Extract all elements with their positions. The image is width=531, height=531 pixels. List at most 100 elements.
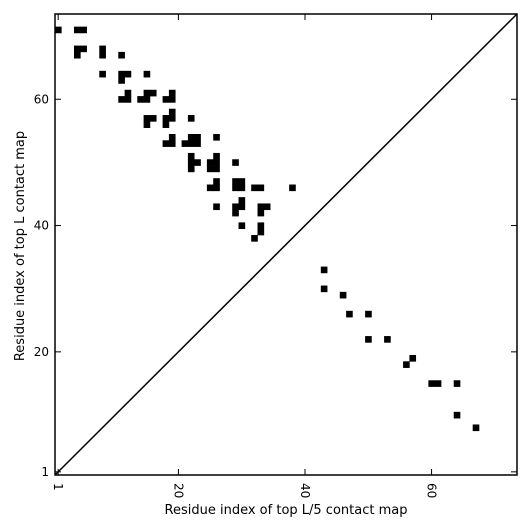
diagonal-line [54, 13, 518, 476]
contact-cell-top-l [194, 140, 201, 147]
contact-cell-top-l [289, 184, 296, 192]
contact-cell-top-l [187, 159, 195, 166]
contact-cell-top-l5 [346, 310, 353, 318]
contact-cell-top-l [194, 159, 201, 166]
y-tick-label: 60 [34, 92, 49, 106]
contact-cell-top-l [257, 209, 265, 217]
contact-cell-top-l5 [453, 411, 461, 419]
contact-cell-top-l [124, 96, 132, 103]
contact-cell-top-l5 [384, 336, 391, 343]
plot-frame [54, 13, 518, 476]
contact-cell-top-l [99, 70, 106, 78]
contact-cell-top-l [251, 235, 258, 242]
contact-cell-top-l [99, 45, 106, 53]
contact-cell-top-l [143, 96, 151, 103]
contact-cell-top-l [118, 96, 125, 103]
contact-cell-top-l [143, 115, 151, 122]
x-tick-label: 40 [298, 483, 312, 498]
contact-cell-top-l [137, 96, 144, 103]
contact-cell-top-l [118, 70, 125, 78]
contact-cell-top-l5 [409, 355, 417, 362]
contact-cells [55, 26, 480, 432]
contact-cell-top-l [187, 165, 195, 173]
contact-cell-top-l [162, 121, 170, 128]
contact-cell-top-l [238, 184, 246, 192]
contact-cell-top-l [232, 159, 239, 166]
contact-cell-top-l [168, 133, 176, 141]
contact-cell-top-l [232, 203, 239, 211]
contact-cell-top-l [118, 51, 125, 59]
contact-cell-top-l [238, 197, 246, 204]
contact-cell-top-l [213, 178, 220, 185]
contact-cell-top-l [213, 152, 220, 160]
contact-cell-top-l [168, 140, 176, 147]
contact-cell-top-l [168, 115, 176, 122]
contact-cell-top-l [238, 222, 246, 230]
contact-cell-top-l [238, 178, 246, 185]
contact-cell-top-l5 [320, 266, 328, 274]
contact-cell-top-l [257, 228, 265, 236]
contact-cell-top-l [257, 203, 265, 211]
contact-cell-top-l [168, 89, 176, 97]
contact-cell-top-l [232, 209, 239, 217]
contact-cell-top-l [232, 178, 239, 185]
contact-cell-top-l [187, 140, 195, 147]
contact-cell-top-l5 [434, 380, 442, 387]
contact-cell-top-l [55, 26, 62, 34]
contact-cell-top-l [143, 89, 151, 97]
x-tick-label: 60 [425, 483, 439, 498]
contact-cell-top-l [257, 184, 265, 192]
contact-cell-top-l [263, 203, 271, 211]
contact-cell-top-l [143, 70, 151, 78]
contact-cell-top-l5 [403, 361, 410, 368]
contact-cell-top-l [162, 140, 170, 147]
contact-cell-top-l [187, 152, 195, 160]
contact-cell-top-l [213, 133, 220, 141]
contact-cell-top-l [206, 184, 214, 192]
y-tick-label: 20 [34, 345, 49, 359]
contact-cell-top-l [143, 121, 151, 128]
y-tick-label: 40 [34, 219, 49, 233]
contact-cell-top-l [187, 133, 195, 141]
contact-cell-top-l [162, 115, 170, 122]
contact-cell-top-l [251, 184, 258, 192]
contact-cell-top-l [73, 45, 81, 53]
contact-cell-top-l [80, 26, 87, 34]
y-axis-label: Residue index of top L contact map [13, 131, 28, 361]
contact-cell-top-l [124, 89, 132, 97]
contact-cell-top-l5 [428, 380, 436, 387]
contact-cell-top-l [168, 108, 176, 116]
contact-cell-top-l [99, 51, 106, 59]
contact-cell-top-l5 [320, 285, 328, 293]
contact-cell-top-l5 [472, 424, 480, 432]
x-tick-label: 1 [51, 483, 65, 491]
contact-cell-top-l [213, 159, 220, 166]
contact-cell-top-l [162, 96, 170, 103]
contact-cell-top-l [168, 96, 176, 103]
x-axis-label: Residue index of top L/5 contact map [165, 503, 408, 518]
axis-ticks: 1 20 40 60 1 20 40 60 [34, 14, 517, 498]
contact-cell-top-l [213, 203, 220, 211]
contact-cell-top-l [80, 45, 87, 53]
contact-cell-top-l [257, 222, 265, 230]
contact-cell-top-l [238, 203, 246, 211]
contact-cell-top-l [149, 115, 157, 122]
contact-cell-top-l [194, 133, 201, 141]
contact-cell-top-l [213, 165, 220, 173]
contact-cell-top-l [232, 184, 239, 192]
contact-cell-top-l5 [365, 336, 372, 343]
contact-cell-top-l [149, 89, 157, 97]
contact-cell-top-l [181, 140, 189, 147]
contact-cell-top-l5 [339, 291, 347, 299]
contact-cell-top-l [206, 165, 214, 173]
contact-cell-top-l [206, 159, 214, 166]
contact-cell-top-l5 [453, 380, 461, 387]
contact-cell-top-l [73, 51, 81, 59]
contact-cell-top-l [187, 115, 195, 122]
contact-cell-top-l5 [365, 310, 372, 318]
contact-cell-top-l [124, 70, 132, 78]
contact-cell-top-l [213, 184, 220, 192]
y-tick-label: 1 [41, 465, 49, 479]
x-tick-label: 20 [171, 483, 185, 498]
